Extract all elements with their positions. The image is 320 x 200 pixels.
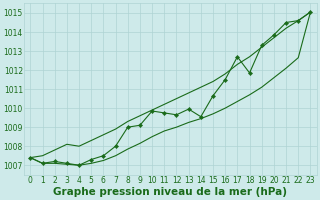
X-axis label: Graphe pression niveau de la mer (hPa): Graphe pression niveau de la mer (hPa) bbox=[53, 187, 287, 197]
